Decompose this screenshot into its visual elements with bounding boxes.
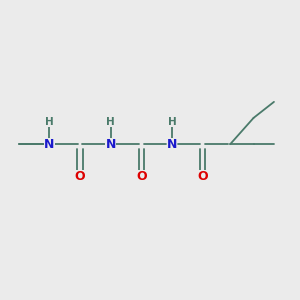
Text: O: O: [197, 170, 208, 183]
Text: O: O: [136, 170, 147, 183]
Text: N: N: [105, 138, 116, 151]
Text: H: H: [45, 117, 54, 127]
Text: H: H: [167, 117, 176, 127]
Text: H: H: [106, 117, 115, 127]
Text: N: N: [44, 138, 55, 151]
Text: N: N: [167, 138, 177, 151]
Text: O: O: [75, 170, 85, 183]
